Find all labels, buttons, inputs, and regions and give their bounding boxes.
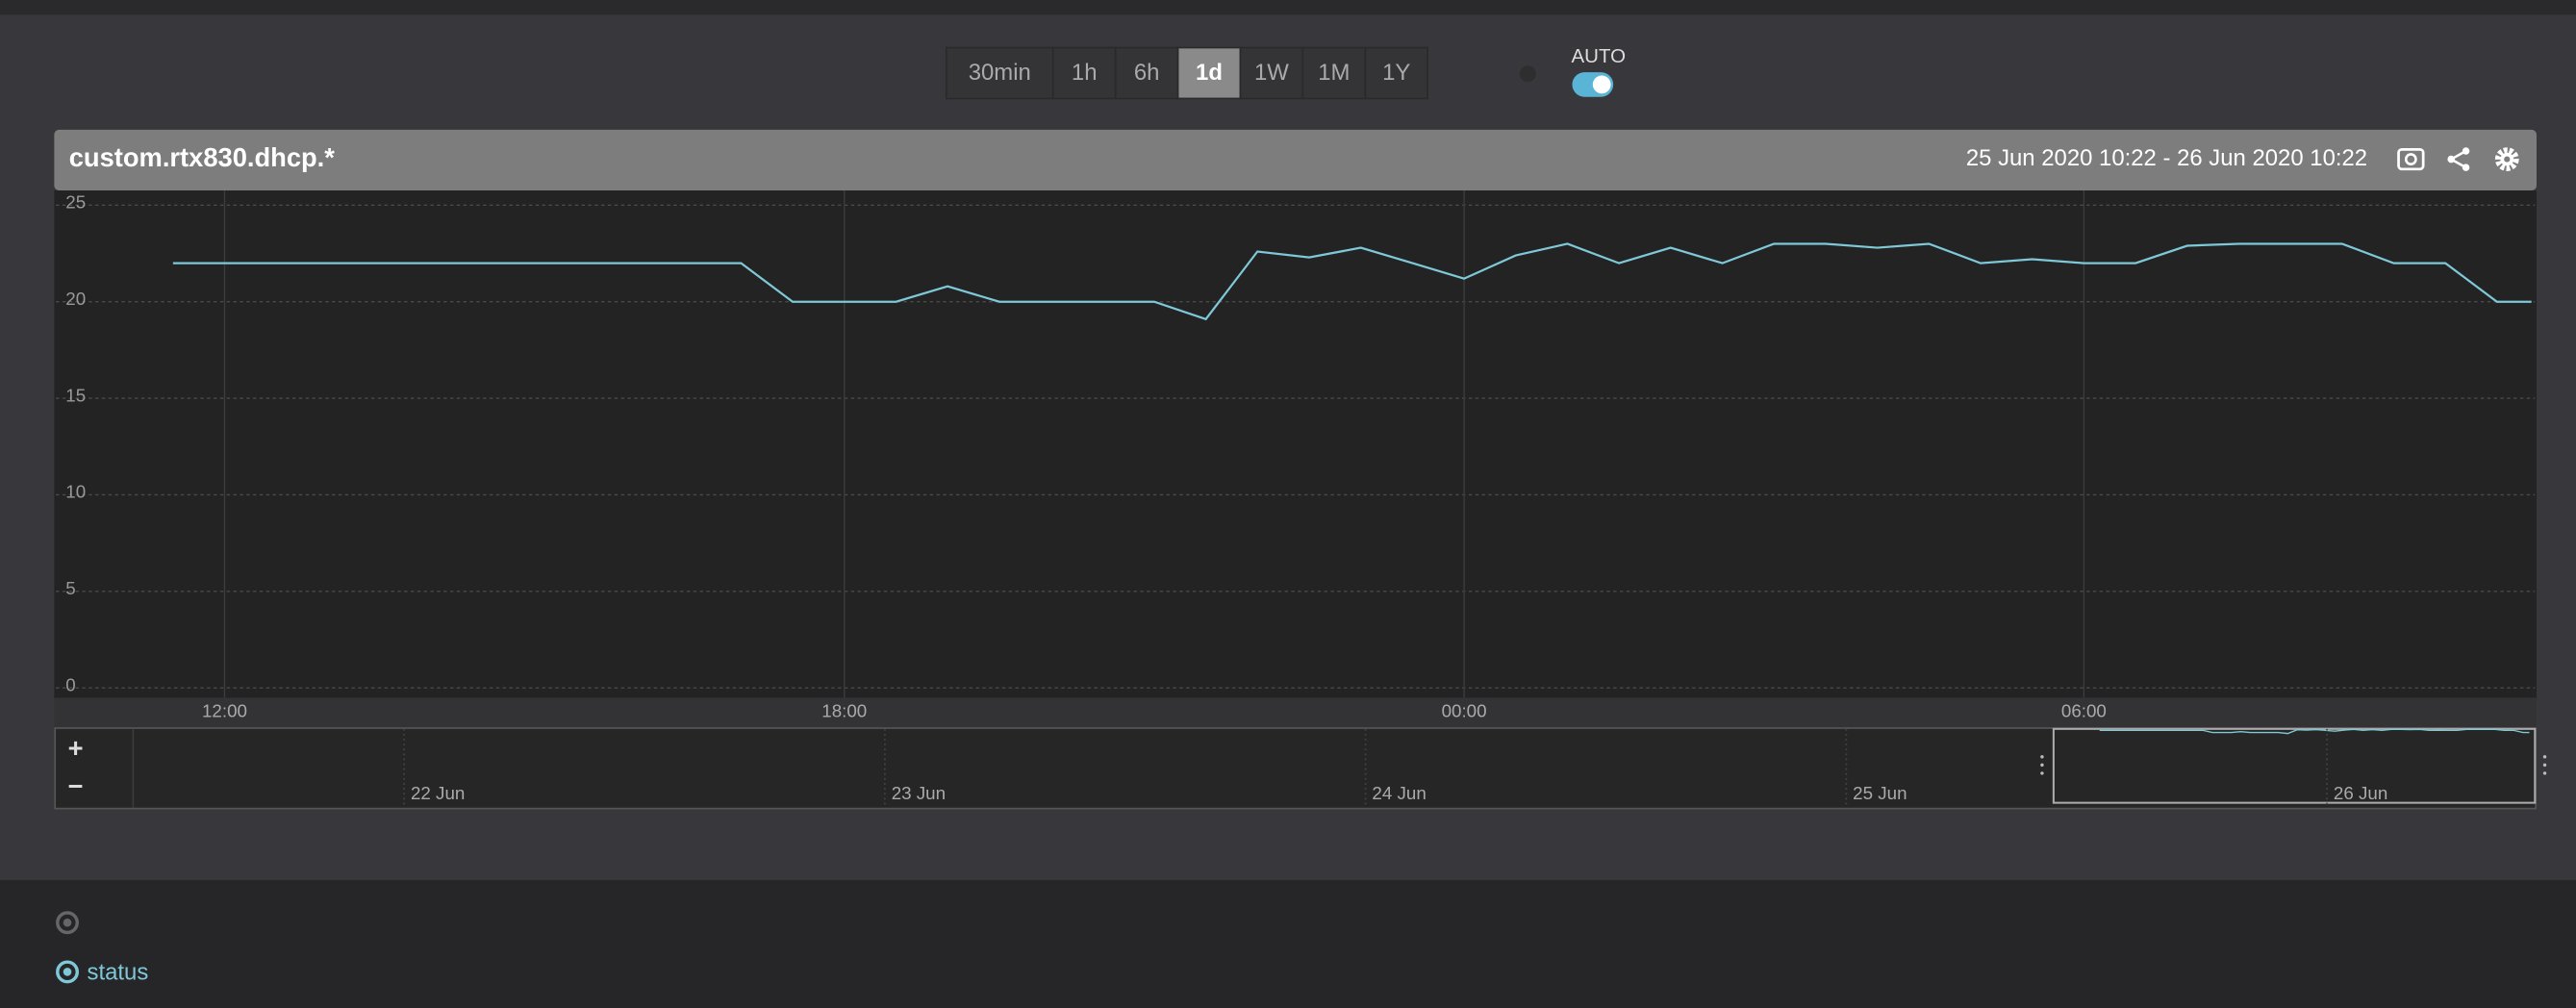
y-tick-label: 25 xyxy=(65,192,86,213)
legend-radio[interactable] xyxy=(56,960,79,984)
y-tick-label: 15 xyxy=(65,385,86,405)
settings-icon[interactable] xyxy=(2494,147,2519,171)
legend-label[interactable]: status xyxy=(88,959,149,985)
range-button[interactable] xyxy=(1114,46,1179,100)
zoom-in[interactable]: + xyxy=(68,733,84,763)
range-button-label: 1W xyxy=(1254,60,1289,86)
x-tick-label: 18:00 xyxy=(821,701,867,721)
y-tick-label: 20 xyxy=(65,289,86,309)
series-line xyxy=(172,242,2532,321)
zoom-out[interactable]: − xyxy=(68,771,84,801)
range-button-label: 6h xyxy=(1134,60,1160,86)
top-strip xyxy=(0,0,2576,15)
x-axis-band xyxy=(54,697,2538,728)
x-tick-label: 12:00 xyxy=(202,701,247,721)
window-handles xyxy=(2040,755,2547,775)
range-button[interactable] xyxy=(1364,46,1429,100)
panel-range: 25 Jun 2020 10:22 - 26 Jun 2020 10:22 xyxy=(1966,145,2367,171)
auto-label: AUTO xyxy=(1572,45,1627,67)
range-button[interactable] xyxy=(1301,46,1367,100)
legend-radio-dot xyxy=(63,968,72,976)
panel-title: custom.rtx830.dhcp.* xyxy=(69,142,336,172)
range-button-label: 1h xyxy=(1072,60,1098,86)
navigator-line xyxy=(2099,728,2530,735)
status-dot xyxy=(1519,65,1536,83)
legend-radio-empty[interactable] xyxy=(56,911,79,935)
navigator-label: 25 Jun xyxy=(1853,783,1907,803)
navigator-label: 24 Jun xyxy=(1372,783,1426,803)
toggle-knob xyxy=(1592,75,1611,94)
camera-icon[interactable] xyxy=(2397,147,2425,171)
y-tick-label: 10 xyxy=(65,482,86,502)
panel-header xyxy=(54,129,2538,190)
navigator-label: 22 Jun xyxy=(411,783,465,803)
plot-area xyxy=(54,189,2538,700)
range-button-label: 1Y xyxy=(1382,60,1410,86)
legend-radio-dot xyxy=(63,918,72,927)
y-tick-label: 0 xyxy=(65,674,75,694)
range-button[interactable] xyxy=(1051,46,1117,100)
x-tick-label: 06:00 xyxy=(2061,701,2107,721)
range-button[interactable] xyxy=(945,46,1054,100)
range-button-label: 30min xyxy=(969,60,1031,86)
bottom-area xyxy=(0,879,2576,1008)
range-button-label: 1M xyxy=(1318,60,1350,86)
navigator-label: 23 Jun xyxy=(892,783,946,803)
range-button[interactable] xyxy=(1239,46,1304,100)
y-tick-label: 5 xyxy=(65,578,75,598)
share-icon[interactable] xyxy=(2447,147,2470,171)
range-button-label: 1d xyxy=(1196,60,1223,86)
navigator-label: 26 Jun xyxy=(2334,783,2387,803)
range-toolbar: 30min 1h 6h 1d 1W 1M 1Y xyxy=(945,46,1429,100)
navigator-window[interactable] xyxy=(2052,727,2537,804)
x-tick-label: 00:00 xyxy=(1442,701,1487,721)
